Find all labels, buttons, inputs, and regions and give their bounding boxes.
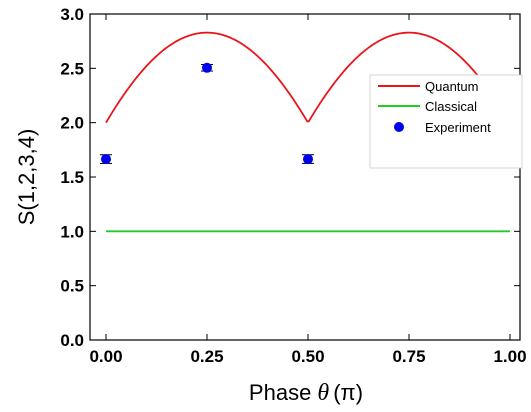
x-axis-title-prefix: Phase: [249, 380, 318, 405]
axis-titles: S(1,2,3,4) Phase θ (π): [14, 129, 363, 406]
x-tick-label: 0.25: [190, 347, 223, 366]
y-axis-title: S(1,2,3,4): [14, 129, 39, 226]
x-axis-title-symbol: θ: [317, 380, 329, 406]
legend-swatch-experiment: [394, 122, 404, 132]
legend-label-experiment: Experiment: [425, 120, 491, 135]
legend: Quantum Classical Experiment: [369, 74, 523, 169]
ticks-layer: 0.0 0.5 1.0 1.5 2.0 2.5 3.0 0.00 0.25 0.50 0.75 1.0…: [60, 5, 526, 366]
x-tick-label: 1.00: [493, 347, 526, 366]
experiment-point: [303, 154, 313, 165]
x-axis-title: Phase θ (π): [249, 380, 363, 406]
legend-label-classical: Classical: [425, 99, 477, 114]
x-tick-label: 0.00: [89, 347, 122, 366]
x-tick-label: 0.75: [392, 347, 425, 366]
y-tick-label: 3.0: [60, 5, 84, 24]
y-tick-label: 0.0: [60, 331, 84, 350]
series-layer: [100, 31, 510, 233]
x-tick-label: 0.50: [291, 347, 324, 366]
experiment-point: [202, 62, 212, 73]
x-axis-title-unit: (π): [333, 380, 363, 405]
y-tick-label: 2.5: [60, 59, 84, 78]
y-tick-label: 1.5: [60, 168, 84, 187]
y-tick-label: 0.5: [60, 277, 84, 296]
series-quantum-line: [105, 31, 479, 124]
legend-box: [369, 74, 523, 169]
experiment-point: [101, 154, 111, 165]
legend-label-quantum: Quantum: [425, 79, 478, 94]
y-tick-label: 2.0: [60, 114, 84, 133]
y-tick-label: 1.0: [60, 222, 84, 241]
